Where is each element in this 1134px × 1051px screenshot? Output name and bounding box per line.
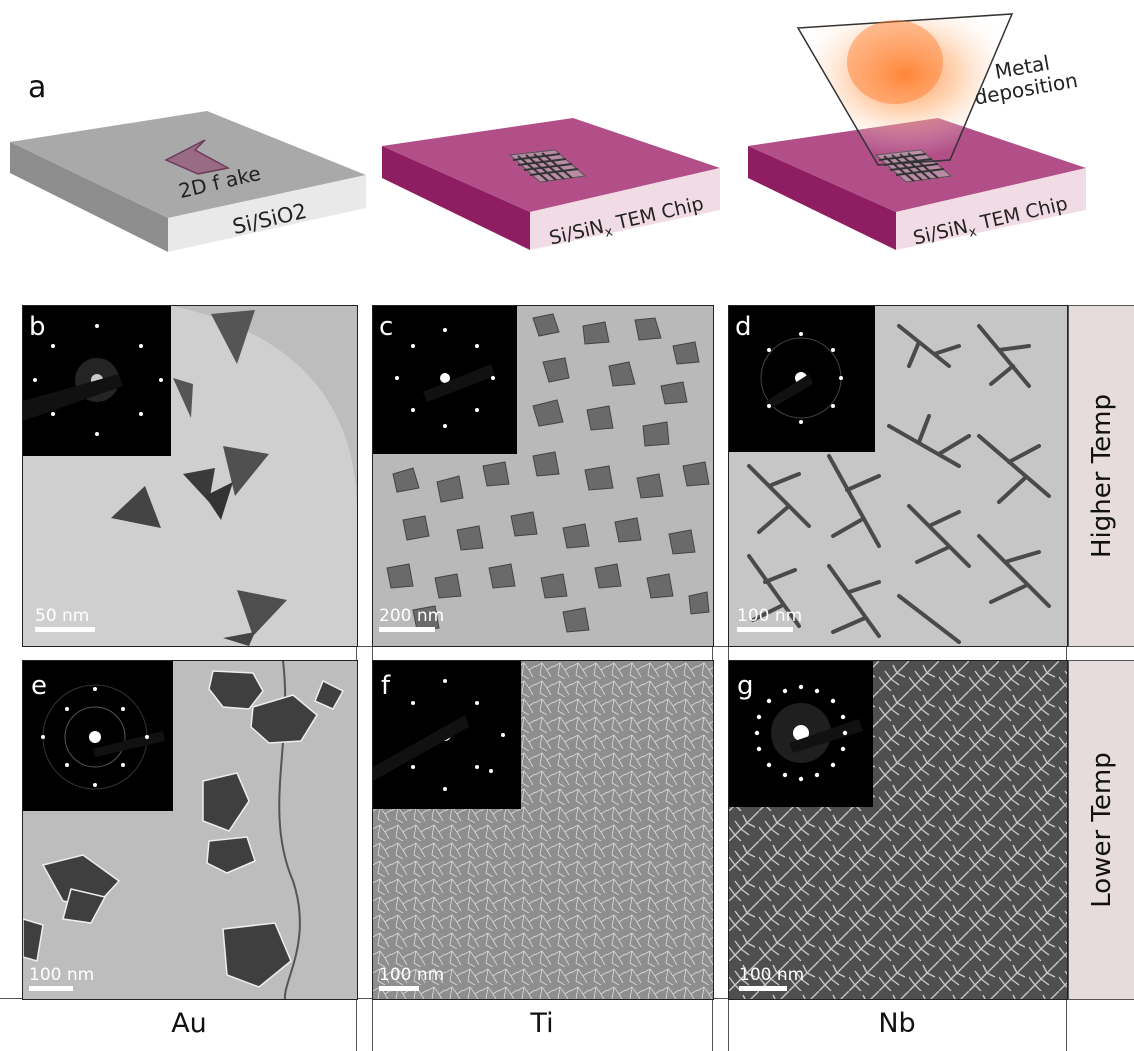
column-label-ti: Ti	[530, 1008, 554, 1039]
panel-a-schematic: a	[0, 0, 1134, 290]
row-label-lower-temp-text: Lower Temp	[1087, 752, 1117, 908]
saed-inset-g	[729, 661, 873, 807]
panel-label-c: c	[379, 312, 394, 342]
panel-label-g: g	[737, 671, 754, 701]
chip-tem-1	[382, 118, 720, 250]
scale-bar-c: 200 nm	[379, 606, 444, 632]
membrane-window-grid	[508, 149, 587, 183]
column-label-au: Au	[171, 1008, 207, 1039]
tem-panel-g: g 100 nm	[728, 660, 1068, 1000]
saed-inset-b	[23, 306, 171, 456]
column-label-nb: Nb	[878, 1008, 916, 1039]
scale-bar-b: 50 nm	[35, 606, 95, 632]
tem-panel-c: c 200 nm	[372, 305, 714, 647]
scale-text-d: 100 nm	[737, 606, 803, 626]
saed-inset-f	[373, 661, 521, 809]
scale-text-f: 100 nm	[379, 965, 445, 985]
tem-panel-f: f 100 nm	[372, 660, 714, 1000]
row-label-lower-temp: Lower Temp	[1068, 660, 1134, 1000]
panel-label-a: a	[28, 70, 47, 105]
scale-text-g: 100 nm	[739, 965, 805, 985]
chip-si-sio2	[10, 111, 366, 252]
scale-text-e: 100 nm	[29, 965, 95, 985]
panel-label-d: d	[735, 312, 752, 342]
panel-label-f: f	[381, 671, 391, 701]
scale-text-b: 50 nm	[35, 606, 90, 626]
panel-label-b: b	[29, 312, 46, 342]
row-label-higher-temp-text: Higher Temp	[1087, 394, 1117, 558]
row-label-higher-temp: Higher Temp	[1068, 305, 1134, 647]
saed-inset-e	[23, 661, 173, 811]
2d-flake	[164, 139, 231, 175]
scale-bar-d: 100 nm	[737, 606, 802, 632]
tem-panel-e: e 100 nm	[22, 660, 358, 1000]
tem-panel-b: b 50 nm	[22, 305, 358, 647]
scale-bar-f: 100 nm	[379, 965, 444, 991]
schematic-drawing	[10, 13, 1086, 252]
tem-panel-d: d 100 nm	[728, 305, 1068, 647]
scale-bar-g: 100 nm	[739, 965, 804, 991]
chip-tem-2	[748, 13, 1086, 250]
scale-bar-e: 100 nm	[29, 965, 94, 991]
saed-inset-c	[373, 306, 517, 454]
deposition-cone	[796, 13, 1014, 166]
panel-label-e: e	[31, 671, 47, 701]
scale-text-c: 200 nm	[379, 606, 445, 626]
saed-inset-d	[729, 306, 875, 452]
